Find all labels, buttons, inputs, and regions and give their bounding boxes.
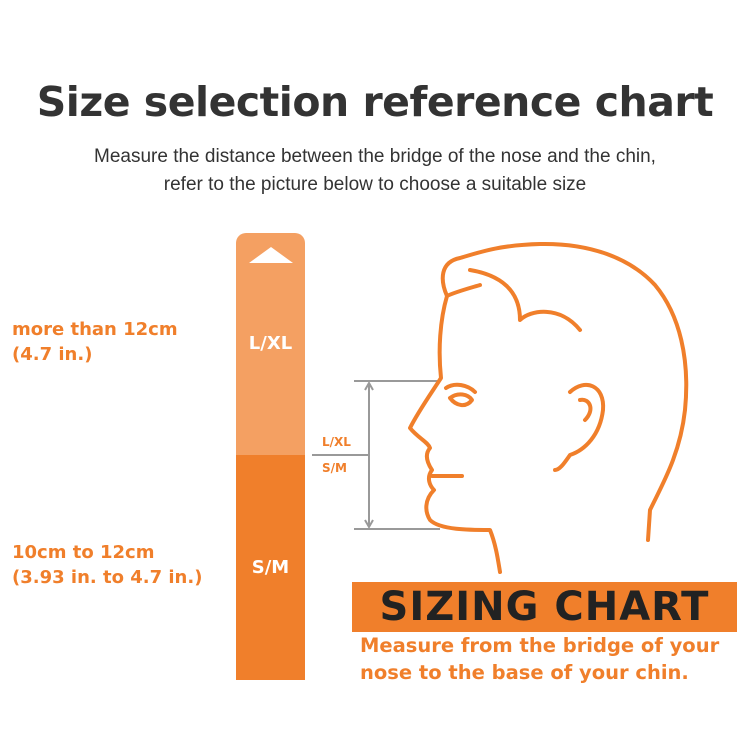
instruction-line-1: Measure from the bridge of your bbox=[360, 634, 720, 657]
large-range-text: more than 12cm bbox=[12, 319, 178, 340]
small-range-text: 10cm to 12cm bbox=[12, 542, 155, 563]
diagram-label-small: S/M bbox=[322, 461, 347, 475]
subtitle-line-2: refer to the picture below to choose a s… bbox=[163, 174, 587, 195]
sizing-chart-title: SIZING CHART bbox=[379, 584, 710, 630]
subtitle-line-1: Measure the distance between the bridge … bbox=[94, 146, 656, 167]
size-bar-large bbox=[236, 233, 305, 455]
size-bar-small bbox=[236, 455, 305, 680]
measure-lines bbox=[312, 380, 440, 530]
page-title: Size selection reference chart bbox=[36, 78, 714, 126]
instruction-line-2: nose to the base of your chin. bbox=[360, 661, 689, 684]
size-label-large: L/XL bbox=[248, 333, 293, 354]
small-range-inches: (3.93 in. to 4.7 in.) bbox=[12, 567, 203, 588]
size-label-small: S/M bbox=[251, 557, 290, 578]
sizing-chart-banner bbox=[352, 582, 737, 632]
up-arrow-icon bbox=[249, 247, 293, 263]
diagram-label-large: L/XL bbox=[322, 435, 351, 449]
large-range-inches: (4.7 in.) bbox=[12, 344, 93, 365]
